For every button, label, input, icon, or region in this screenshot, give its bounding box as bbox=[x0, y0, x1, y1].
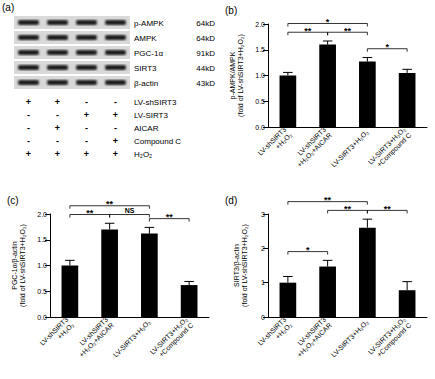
svg-text:-: - bbox=[114, 123, 117, 133]
svg-text:LV-shSIRT3: LV-shSIRT3 bbox=[134, 98, 177, 107]
svg-text:(fold of LV-shSIRT3+H₂O₂): (fold of LV-shSIRT3+H₂O₂) bbox=[19, 224, 27, 307]
svg-text:(b): (b) bbox=[225, 5, 237, 16]
svg-text:**: ** bbox=[86, 208, 94, 218]
svg-text:**: ** bbox=[324, 195, 332, 205]
svg-text:LV-shSIRT3: LV-shSIRT3 bbox=[256, 125, 288, 157]
svg-text:-: - bbox=[85, 136, 88, 146]
svg-text:LV-SIRT3+H₂O₂: LV-SIRT3+H₂O₂ bbox=[366, 315, 407, 356]
svg-text:(a): (a) bbox=[2, 2, 14, 13]
svg-text:LV-SIRT3+H₂O₂: LV-SIRT3+H₂O₂ bbox=[330, 318, 370, 358]
svg-text:91kD: 91kD bbox=[196, 49, 215, 58]
svg-text:+H₂O₂+AICAR: +H₂O₂+AICAR bbox=[78, 321, 115, 358]
svg-text:2.0: 2.0 bbox=[255, 21, 265, 28]
svg-text:LV-shSIRT3: LV-shSIRT3 bbox=[78, 315, 110, 347]
svg-text:0: 0 bbox=[261, 314, 265, 321]
svg-text:LV-SIRT3+H₂O₂: LV-SIRT3+H₂O₂ bbox=[148, 315, 189, 356]
svg-text:p-AMPK: p-AMPK bbox=[134, 19, 164, 28]
svg-text:AMPK: AMPK bbox=[134, 34, 157, 43]
svg-text:PGC-1α/β-actin: PGC-1α/β-actin bbox=[11, 241, 19, 290]
svg-text:+H₂O₂+AICAR: +H₂O₂+AICAR bbox=[296, 321, 333, 358]
svg-text:AICAR: AICAR bbox=[134, 124, 159, 133]
svg-text:43kD: 43kD bbox=[196, 79, 215, 88]
svg-text:0.0: 0.0 bbox=[255, 124, 265, 131]
svg-text:LV-SIRT3+H₂O₂: LV-SIRT3+H₂O₂ bbox=[112, 318, 152, 358]
svg-text:64kD: 64kD bbox=[196, 34, 215, 43]
svg-text:-: - bbox=[56, 136, 59, 146]
svg-text:(fold of LV-shSIRT3+H₂O₂): (fold of LV-shSIRT3+H₂O₂) bbox=[237, 34, 245, 117]
svg-text:3: 3 bbox=[261, 211, 265, 218]
svg-text:+: + bbox=[55, 123, 60, 133]
svg-text:**: ** bbox=[344, 26, 352, 36]
svg-text:2: 2 bbox=[261, 245, 265, 252]
svg-text:+: + bbox=[113, 149, 118, 159]
svg-text:0.5: 0.5 bbox=[255, 98, 265, 105]
svg-text:LV-SIRT3+H₂O₂: LV-SIRT3+H₂O₂ bbox=[366, 125, 407, 166]
svg-text:LV-shSIRT3: LV-shSIRT3 bbox=[296, 315, 328, 347]
svg-text:-: - bbox=[27, 123, 30, 133]
svg-text:NS: NS bbox=[125, 207, 135, 214]
svg-text:**: ** bbox=[166, 212, 174, 222]
svg-text:+: + bbox=[55, 97, 60, 107]
svg-text:1.0: 1.0 bbox=[255, 72, 265, 79]
svg-text:1.5: 1.5 bbox=[255, 46, 265, 53]
svg-text:PGC-1α: PGC-1α bbox=[134, 49, 163, 58]
svg-text:+: + bbox=[113, 110, 118, 120]
svg-text:-: - bbox=[85, 123, 88, 133]
svg-text:+: + bbox=[84, 149, 89, 159]
svg-text:1: 1 bbox=[261, 279, 265, 286]
svg-text:*: * bbox=[306, 245, 310, 255]
svg-text:-: - bbox=[27, 110, 30, 120]
svg-text:(fold of LV-shSIRT3+H₂O₂): (fold of LV-shSIRT3+H₂O₂) bbox=[241, 224, 249, 307]
svg-text:-: - bbox=[114, 97, 117, 107]
svg-text:(d): (d) bbox=[225, 195, 237, 206]
svg-text:SIRT3/β-actin: SIRT3/β-actin bbox=[233, 244, 241, 287]
svg-text:+: + bbox=[113, 136, 118, 146]
svg-text:**: ** bbox=[384, 204, 392, 214]
svg-text:+Compound C: +Compound C bbox=[375, 321, 413, 359]
svg-text:-: - bbox=[27, 136, 30, 146]
svg-text:+H₂O₂: +H₂O₂ bbox=[274, 321, 293, 340]
svg-text:LV-shSIRT3: LV-shSIRT3 bbox=[256, 315, 288, 347]
svg-text:64kD: 64kD bbox=[196, 19, 215, 28]
svg-text:44kD: 44kD bbox=[196, 64, 215, 73]
svg-text:SIRT3: SIRT3 bbox=[134, 64, 157, 73]
svg-text:+H₂O₂: +H₂O₂ bbox=[274, 131, 293, 150]
svg-text:LV-SIRT3: LV-SIRT3 bbox=[134, 111, 168, 120]
svg-text:Compound C: Compound C bbox=[134, 137, 181, 146]
svg-text:+H₂O₂+AICAR: +H₂O₂+AICAR bbox=[296, 131, 333, 168]
svg-text:1.0: 1.0 bbox=[37, 262, 47, 269]
svg-text:+: + bbox=[55, 149, 60, 159]
svg-text:-: - bbox=[56, 110, 59, 120]
svg-text:0.0: 0.0 bbox=[37, 314, 47, 321]
svg-text:**: ** bbox=[106, 199, 114, 209]
svg-text:+Compound C: +Compound C bbox=[157, 321, 195, 359]
svg-text:H₂O₂: H₂O₂ bbox=[134, 150, 152, 159]
svg-text:p-AMPK/AMPK: p-AMPK/AMPK bbox=[229, 51, 237, 99]
svg-text:2.0: 2.0 bbox=[37, 211, 47, 218]
svg-text:+Compound C: +Compound C bbox=[375, 131, 413, 169]
svg-text:+: + bbox=[84, 110, 89, 120]
svg-text:**: ** bbox=[344, 204, 352, 214]
svg-text:-: - bbox=[85, 97, 88, 107]
svg-text:*: * bbox=[385, 42, 389, 52]
svg-text:0.5: 0.5 bbox=[37, 288, 47, 295]
svg-text:*: * bbox=[326, 17, 330, 27]
svg-text:1.5: 1.5 bbox=[37, 236, 47, 243]
svg-text:β-actin: β-actin bbox=[134, 79, 158, 88]
svg-text:+: + bbox=[26, 97, 31, 107]
svg-text:LV-SIRT3+H₂O₂: LV-SIRT3+H₂O₂ bbox=[330, 128, 370, 168]
svg-text:+: + bbox=[26, 149, 31, 159]
svg-text:**: ** bbox=[304, 26, 312, 36]
svg-text:+H₂O₂: +H₂O₂ bbox=[56, 321, 75, 340]
svg-text:LV-shSIRT3: LV-shSIRT3 bbox=[296, 125, 328, 157]
svg-text:(c): (c) bbox=[7, 195, 19, 206]
svg-text:LV-shSIRT3: LV-shSIRT3 bbox=[38, 315, 70, 347]
